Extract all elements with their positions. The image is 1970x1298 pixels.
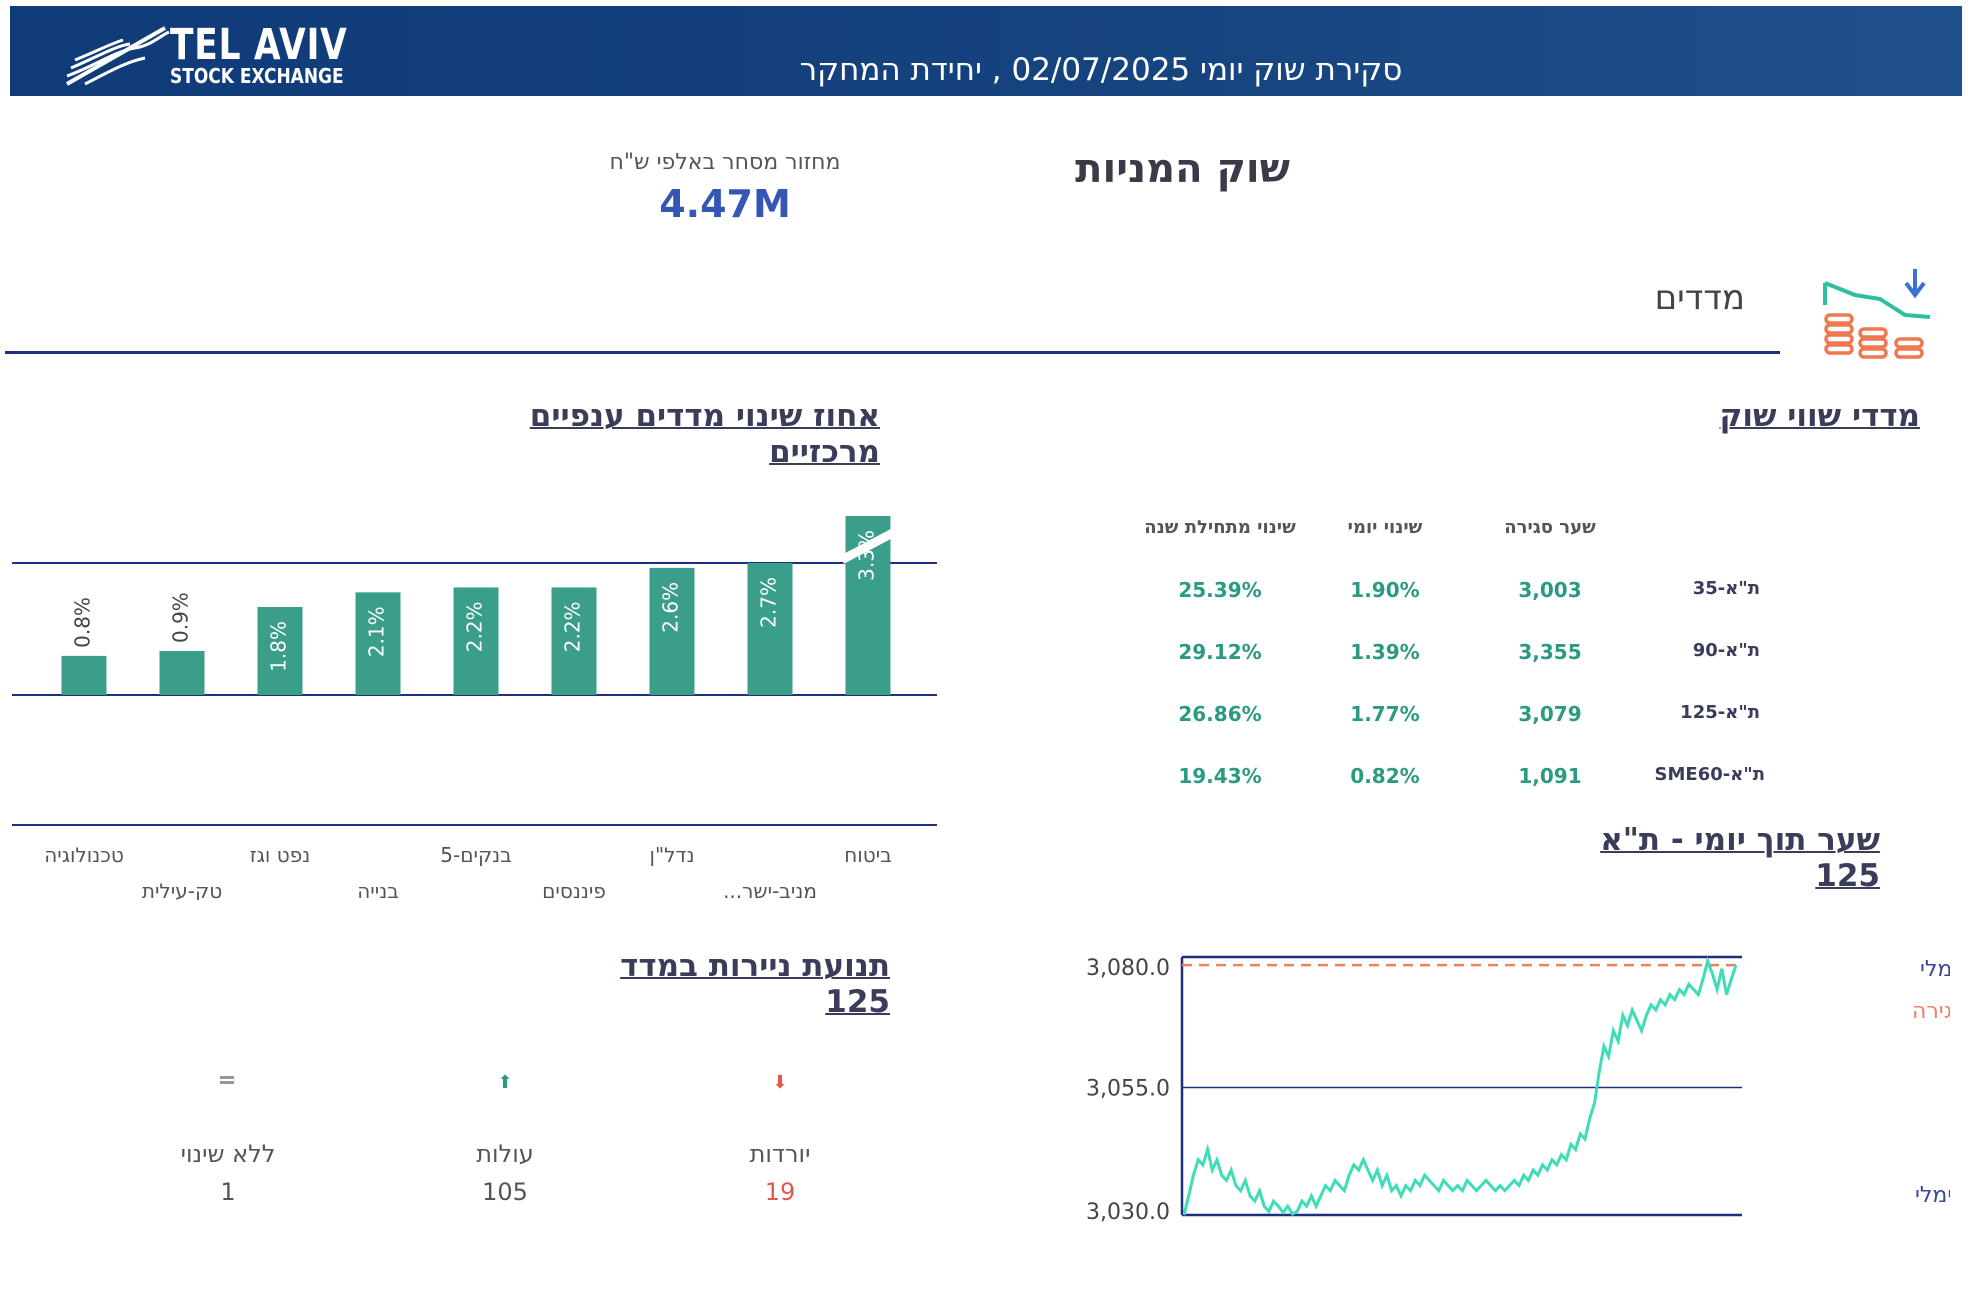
logo-subtext: STOCK EXCHANGE <box>170 64 344 88</box>
intraday-chart-title: שער תוך יומי - ת"א 125 <box>1600 822 1880 894</box>
index-ytd: 19.43% <box>1178 764 1262 788</box>
bar <box>61 655 107 695</box>
category-label: בנייה <box>357 879 399 900</box>
col-daily: שינוי יומי <box>1347 517 1423 538</box>
bar-value-label: 2.7% <box>757 577 781 628</box>
index-daily: 1.90% <box>1350 578 1420 602</box>
equity-market-title: שוק המניות <box>1075 146 1290 192</box>
tase-logo: TEL AVIV STOCK EXCHANGE <box>65 20 348 90</box>
arrow-up-icon: ⬆ <box>497 1072 513 1093</box>
sector-bar-chart: 3.3% ביטוח 2.7% מניב-ישר... 2.6% נדל"ן 2.2% פינ… <box>12 516 937 900</box>
bar-value-label: 0.8% <box>71 597 95 648</box>
intraday-line-chart: 3,030.0 3,055.0 3,080.0 (3,079.5) מקסימלי (3… <box>1086 955 1950 1225</box>
sector-chart-title: אחוז שינוי מדדים ענפיים מרכזיים <box>529 398 880 470</box>
bar-value-label: 1.8% <box>267 621 291 672</box>
y-tick-label: 3,055.0 <box>1086 1076 1170 1101</box>
decliners-label: יורדות <box>749 1140 811 1168</box>
intraday-series-line <box>1182 955 1738 1217</box>
index-close: 3,355 <box>1518 640 1582 664</box>
bar-value-label: 2.2% <box>463 601 487 652</box>
advancers-value: 105 <box>482 1178 528 1206</box>
decliners-value: 19 <box>764 1178 796 1206</box>
turnover-label: מחזור מסחר באלפי ש"ח <box>609 150 841 175</box>
y-tick-label: 3,080.0 <box>1086 956 1170 981</box>
logo-text: TEL AVIV <box>170 20 348 70</box>
category-label: טק-עילית <box>142 879 222 900</box>
unchanged-label: ללא שינוי <box>180 1140 276 1168</box>
advancers-label: עולות <box>476 1140 534 1168</box>
index-chart-coins-icon <box>1823 269 1931 359</box>
index-close: 3,079 <box>1518 702 1582 726</box>
max-annotation: (3,079.5) מקסימלי <box>1920 957 1950 982</box>
bar-value-label: 2.2% <box>561 601 585 652</box>
index-close: 1,091 <box>1518 764 1582 788</box>
col-close: שער סגירה <box>1504 517 1596 538</box>
header-bar: TEL AVIV STOCK EXCHANGE סקירת שוק יומי 0… <box>10 6 1962 96</box>
bar-axis-break <box>843 528 893 564</box>
category-label: ביטוח <box>844 843 892 867</box>
turnover-value: 4.47M <box>659 182 791 226</box>
category-label: נפט וגז <box>250 843 310 867</box>
min-annotation: (3,030.3) מינימלי <box>1915 1183 1950 1208</box>
report-title: סקירת שוק יומי 02/07/2025 , יחידת המחקר <box>799 52 1403 88</box>
equals-icon <box>218 1074 238 1086</box>
logo-wings-icon <box>66 26 170 86</box>
bar <box>355 592 401 695</box>
col-ytd: שינוי מתחילת שנה <box>1144 517 1296 538</box>
category-label: נדל"ן <box>650 843 695 867</box>
index-row-name: ת"א-SME60 <box>1654 764 1765 785</box>
bar <box>747 563 793 695</box>
y-tick-label: 3,030.0 <box>1086 1200 1170 1225</box>
index-ytd: 26.86% <box>1178 702 1262 726</box>
index-row-name: ת"א-125 <box>1680 702 1760 723</box>
arrow-down-icon: ⬇ <box>772 1072 788 1093</box>
index-ytd: 25.39% <box>1178 578 1262 602</box>
index-row-name: ת"א-90 <box>1692 640 1760 661</box>
market-value-indices-title: מדדי שווי שוק <box>1719 398 1921 434</box>
index-daily: 1.39% <box>1350 640 1420 664</box>
bar-value-label: 3.3% <box>855 530 879 581</box>
index-close: 3,003 <box>1518 578 1582 602</box>
bar <box>159 651 205 695</box>
category-label: פיננסים <box>542 879 606 900</box>
bar <box>453 587 499 695</box>
close-annotation: (3,078.7) סגירה <box>1912 999 1950 1024</box>
category-label: מניב-ישר... <box>723 879 817 900</box>
unchanged-value: 1 <box>220 1178 236 1206</box>
category-label: טכנולוגיה <box>44 843 124 867</box>
bar-value-label: 0.9% <box>169 592 193 643</box>
category-label: בנקים-5 <box>440 843 511 867</box>
index-row-name: ת"א-35 <box>1692 578 1760 599</box>
indices-section-title: מדדים <box>1654 278 1745 318</box>
section-divider <box>5 351 1780 354</box>
bar-value-label: 2.1% <box>365 606 389 657</box>
index-daily: 1.77% <box>1350 702 1420 726</box>
bar-value-label: 2.6% <box>659 582 683 633</box>
index-daily: 0.82% <box>1350 764 1420 788</box>
movement-title: תנועת ניירות במדד 125 <box>620 948 890 1020</box>
index-ytd: 29.12% <box>1178 640 1262 664</box>
bar <box>649 567 695 695</box>
bar <box>257 607 303 695</box>
bar <box>551 587 597 695</box>
